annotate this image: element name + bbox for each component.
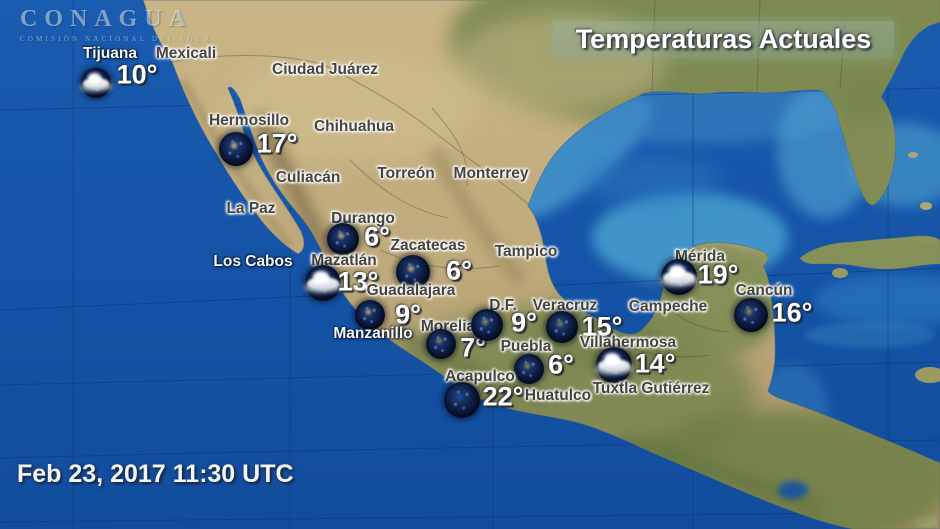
city-label-durango: Durango [331,210,395,227]
cloud-icon [663,270,695,284]
clear-night-icon [471,309,503,341]
city-label-tijuana: Tijuana [83,45,137,62]
clear-night-icon [514,354,544,384]
temperature-value-hermosillo: 17° [256,128,298,159]
cloud-icon [307,276,339,290]
temperature-value-df: 9° [511,307,537,338]
city-label-acapulco: Acapulco [445,368,515,385]
city-label-cancun: Cancún [735,282,793,299]
city-label-los-cabos: Los Cabos [213,253,293,270]
temperature-value-villahermosa: 14° [634,348,676,379]
city-label-veracruz: Veracruz [532,297,598,314]
clear-night-icon [355,300,385,330]
clear-night-icon [219,132,253,166]
city-label-puebla: Puebla [500,338,552,355]
cloudy-night-icon [81,68,111,98]
clear-night-icon [426,329,456,359]
clear-night-icon [327,223,359,255]
cloudy-night-icon [305,265,341,301]
city-label-df: D.F. [489,297,517,314]
city-label-la-paz: La Paz [226,200,276,217]
city-label-torreon: Torreón [377,165,435,182]
temperature-value-guadalajara: 9° [395,299,421,330]
cloudy-night-icon [596,347,632,383]
page-title: Temperaturas Actuales [575,24,872,54]
city-label-zacatecas: Zacatecas [390,237,466,254]
clear-night-icon [734,298,768,332]
city-label-hermosillo: Hermosillo [208,112,290,129]
temperature-value-durango: 6° [364,221,390,252]
city-label-tampico: Tampico [494,243,558,260]
cloud-icon [598,358,630,372]
city-label-campeche: Campeche [628,298,708,315]
title-banner: Temperaturas Actuales [553,21,894,58]
city-label-ciudad-juarez: Ciudad Juárez [272,61,378,78]
temperature-value-acapulco: 22° [482,381,524,412]
temperature-value-veracruz: 15° [581,311,623,342]
temperature-value-zacatecas: 6° [446,255,472,286]
cloudy-night-icon [661,259,697,295]
city-label-chihuahua: Chihuahua [313,118,395,135]
temperature-value-cancun: 16° [771,297,813,328]
city-label-manzanillo: Manzanillo [333,325,413,342]
temperature-value-puebla: 6° [548,349,574,380]
timestamp: Feb 23, 2017 11:30 UTC [17,460,294,488]
city-label-mazatlan: Mazatlán [311,252,377,269]
clear-night-icon [444,382,480,418]
city-label-huatulco: Huatulco [524,387,592,404]
clear-night-icon [546,311,578,343]
city-label-tuxtla-gutierrez: Tuxtla Gutiérrez [592,380,710,397]
landmass [142,0,940,529]
temperature-value-tijuana: 10° [116,59,158,90]
cloud-icon [82,77,110,89]
clear-night-icon [396,255,430,289]
city-label-guadalajara: Guadalajara [366,282,456,299]
city-label-mexicali: Mexicali [155,45,217,62]
city-label-culiacan: Culiacán [275,169,341,186]
temperature-value-merida: 19° [697,259,739,290]
temperature-value-mazatlan: 13° [337,266,379,297]
city-label-monterrey: Monterrey [453,165,529,182]
city-label-villahermosa: Villahermosa [579,334,677,351]
